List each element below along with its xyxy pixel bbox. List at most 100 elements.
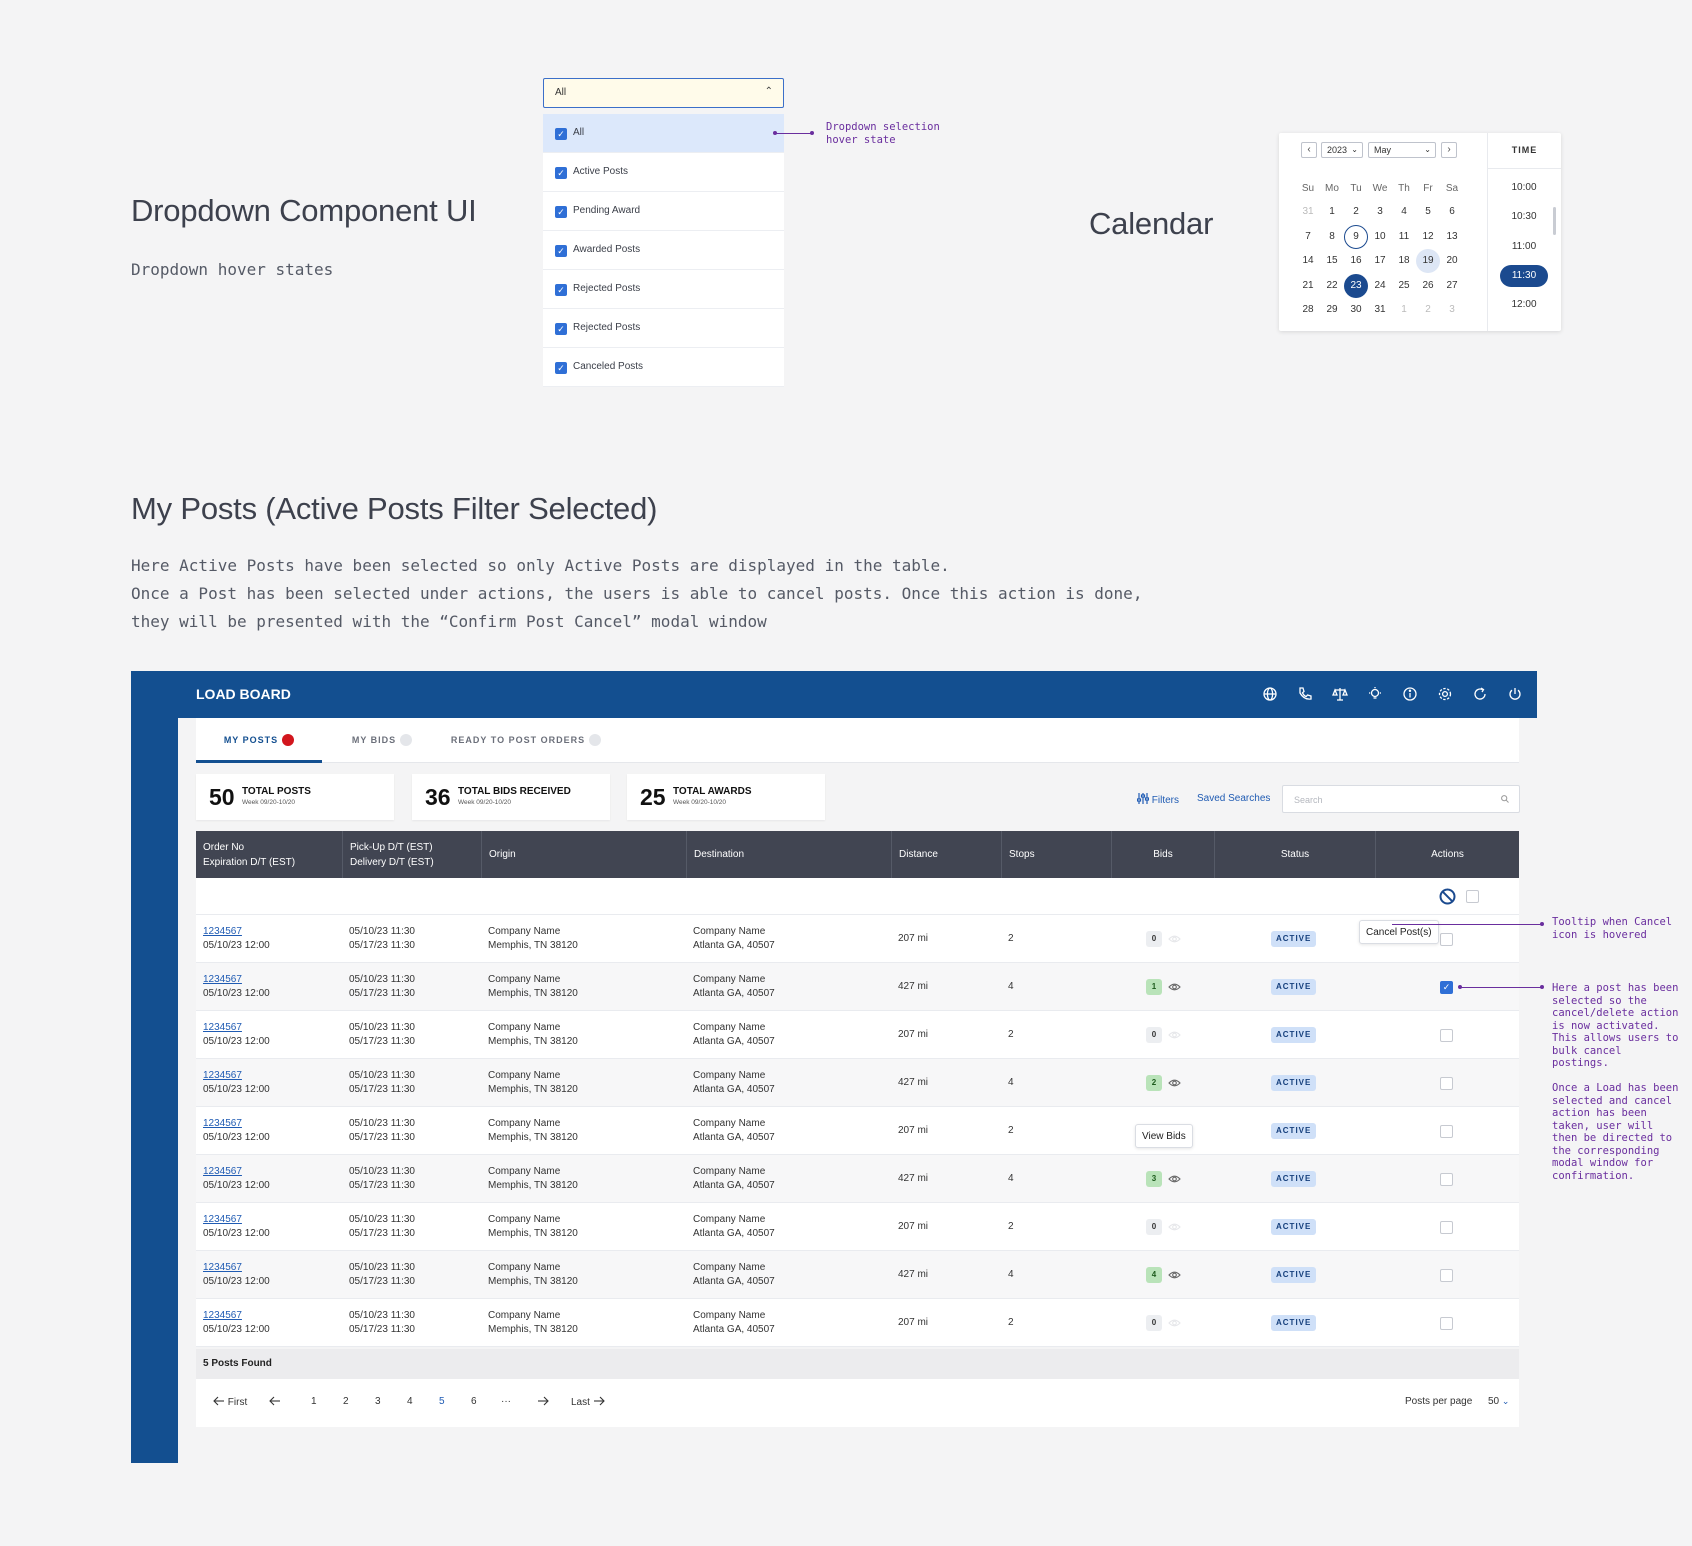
row-select-checkbox[interactable] <box>1440 1221 1453 1234</box>
calendar-day[interactable]: 11 <box>1398 230 1410 242</box>
calendar-day[interactable]: 5 <box>1425 206 1431 217</box>
calendar-day[interactable]: 26 <box>1422 279 1434 291</box>
calendar-day[interactable]: 31 <box>1374 304 1386 315</box>
calendar-day[interactable]: 21 <box>1302 279 1314 291</box>
order-number-link[interactable]: 1234567 <box>203 1069 242 1081</box>
row-select-checkbox[interactable] <box>1440 1029 1453 1042</box>
calendar-day[interactable]: 28 <box>1302 304 1314 315</box>
calendar-day[interactable]: 15 <box>1326 255 1338 266</box>
eye-icon[interactable] <box>1168 1173 1181 1185</box>
calendar-day[interactable]: 24 <box>1374 279 1386 291</box>
tab-my-posts[interactable]: MY POSTS <box>196 718 322 763</box>
dropdown-option[interactable]: ✓ Pending Award <box>543 192 784 231</box>
calendar-day[interactable]: 6 <box>1449 206 1455 217</box>
tab-my-bids[interactable]: MY BIDS <box>342 718 422 763</box>
order-number-link[interactable]: 1234567 <box>203 973 242 985</box>
eye-icon[interactable] <box>1168 981 1181 993</box>
dropdown-option[interactable]: ✓ Rejected Posts <box>543 309 784 348</box>
order-number-link[interactable]: 1234567 <box>203 925 242 937</box>
dropdown-option[interactable]: ✓ Active Posts <box>543 153 784 192</box>
page-5[interactable]: 5 <box>439 1396 445 1407</box>
select-all-checkbox[interactable] <box>1466 890 1479 903</box>
checkbox-checked-icon[interactable]: ✓ <box>555 284 567 296</box>
calendar-day[interactable]: 1 <box>1401 304 1407 315</box>
calendar-day[interactable]: 30 <box>1350 304 1362 315</box>
dropdown-option[interactable]: ✓ All <box>543 114 784 153</box>
checkbox-checked-icon[interactable]: ✓ <box>555 245 567 257</box>
calendar-day[interactable]: 23 <box>1344 273 1368 298</box>
globe-icon[interactable] <box>1261 685 1279 703</box>
checkbox-checked-icon[interactable]: ✓ <box>555 128 567 140</box>
filters-button[interactable]: Filters <box>1136 793 1179 806</box>
checkbox-checked-icon[interactable]: ✓ <box>555 362 567 374</box>
calendar-day[interactable]: 8 <box>1329 230 1335 242</box>
dropdown-option[interactable]: ✓ Rejected Posts <box>543 270 784 309</box>
gear-icon[interactable] <box>1436 685 1454 703</box>
posts-per-page-select[interactable]: 50 ⌄ <box>1488 1396 1510 1407</box>
calendar-day[interactable]: 20 <box>1446 255 1458 266</box>
first-page-button[interactable]: First <box>213 1396 247 1408</box>
calendar-day[interactable]: 2 <box>1425 304 1431 315</box>
time-slot[interactable]: 11:00 <box>1511 240 1537 252</box>
col-bids[interactable]: Bids <box>1111 831 1214 878</box>
col-order[interactable]: Order No Expiration D/T (EST) <box>203 841 296 868</box>
row-select-checkbox[interactable] <box>1440 1173 1453 1186</box>
status-dropdown[interactable]: All ⌃ <box>543 78 784 108</box>
calendar-day[interactable]: 27 <box>1446 279 1458 291</box>
col-stops[interactable]: Stops <box>1001 831 1111 878</box>
year-select[interactable]: 2023 ⌄ <box>1321 142 1363 158</box>
row-select-checkbox[interactable] <box>1440 1077 1453 1090</box>
last-page-button[interactable]: Last <box>571 1396 605 1408</box>
power-icon[interactable] <box>1506 685 1524 703</box>
order-number-link[interactable]: 1234567 <box>203 1261 242 1273</box>
cancel-ban-icon[interactable] <box>1439 888 1456 905</box>
order-number-link[interactable]: 1234567 <box>203 1309 242 1321</box>
calendar-day[interactable]: 31 <box>1302 206 1314 217</box>
calendar-day[interactable]: 12 <box>1422 230 1434 242</box>
order-number-link[interactable]: 1234567 <box>203 1117 242 1129</box>
dropdown-option[interactable]: ✓ Awarded Posts <box>543 231 784 270</box>
col-pickup-delivery[interactable]: Pick-Up D/T (EST) Delivery D/T (EST) <box>342 831 481 878</box>
info-icon[interactable] <box>1401 685 1419 703</box>
col-status[interactable]: Status <box>1214 831 1375 878</box>
prev-month-button[interactable]: ‹ <box>1301 142 1317 158</box>
calendar-day[interactable]: 13 <box>1446 230 1458 242</box>
lightbulb-icon[interactable] <box>1366 685 1384 703</box>
calendar-day[interactable]: 25 <box>1398 279 1410 291</box>
checkbox-checked-icon[interactable]: ✓ <box>555 323 567 335</box>
row-select-checkbox[interactable]: ✓ <box>1440 981 1453 994</box>
next-page-button[interactable] <box>537 1396 549 1409</box>
next-month-button[interactable]: › <box>1441 142 1457 158</box>
time-slot[interactable]: 12:00 <box>1511 299 1537 311</box>
tab-ready-to-post-orders[interactable]: READY TO POST ORDERS <box>446 718 606 763</box>
calendar-day[interactable]: 18 <box>1398 255 1410 266</box>
calendar-day[interactable]: 2 <box>1353 206 1359 217</box>
scale-icon[interactable] <box>1331 685 1349 703</box>
calendar-day[interactable]: 3 <box>1377 206 1383 217</box>
col-distance[interactable]: Distance <box>891 831 1001 878</box>
time-slot[interactable]: 11:30 <box>1500 264 1548 287</box>
order-number-link[interactable]: 1234567 <box>203 1165 242 1177</box>
time-slot[interactable]: 10:30 <box>1511 211 1537 223</box>
page-3[interactable]: 3 <box>375 1396 381 1407</box>
calendar-day[interactable]: 17 <box>1374 255 1386 266</box>
checkbox-checked-icon[interactable]: ✓ <box>555 206 567 218</box>
row-select-checkbox[interactable] <box>1440 1125 1453 1138</box>
row-select-checkbox[interactable] <box>1440 933 1453 946</box>
time-slot[interactable]: 10:00 <box>1511 182 1537 193</box>
prev-page-button[interactable] <box>269 1396 281 1409</box>
calendar-day[interactable]: 1 <box>1329 206 1335 217</box>
calendar-day[interactable]: 29 <box>1326 304 1338 315</box>
saved-searches-link[interactable]: Saved Searches <box>1197 793 1271 804</box>
calendar-day[interactable]: 3 <box>1449 304 1455 315</box>
calendar-day[interactable]: 19 <box>1416 249 1440 273</box>
row-select-checkbox[interactable] <box>1440 1317 1453 1330</box>
order-number-link[interactable]: 1234567 <box>203 1213 242 1225</box>
phone-icon[interactable] <box>1296 685 1314 703</box>
order-number-link[interactable]: 1234567 <box>203 1021 242 1033</box>
refresh-icon[interactable] <box>1471 685 1489 703</box>
page-2[interactable]: 2 <box>343 1396 349 1407</box>
page-6[interactable]: 6 <box>471 1396 477 1407</box>
page-4[interactable]: 4 <box>407 1396 413 1407</box>
eye-icon[interactable] <box>1168 1077 1181 1089</box>
